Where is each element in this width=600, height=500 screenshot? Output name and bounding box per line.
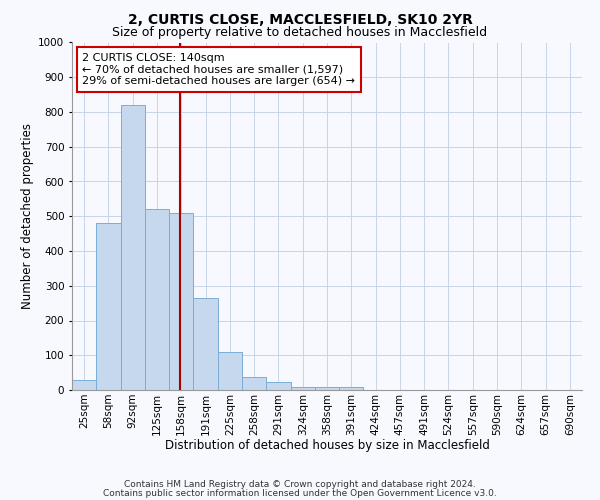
X-axis label: Distribution of detached houses by size in Macclesfield: Distribution of detached houses by size … (164, 439, 490, 452)
Text: 2 CURTIS CLOSE: 140sqm
← 70% of detached houses are smaller (1,597)
29% of semi-: 2 CURTIS CLOSE: 140sqm ← 70% of detached… (82, 53, 355, 86)
Bar (266, 382, 290, 390)
Bar (169, 213, 193, 390)
Bar (315, 387, 339, 390)
Text: Size of property relative to detached houses in Macclesfield: Size of property relative to detached ho… (112, 26, 488, 39)
Bar (218, 352, 242, 390)
Bar (96, 223, 121, 390)
Bar (121, 105, 145, 390)
Text: Contains public sector information licensed under the Open Government Licence v3: Contains public sector information licen… (103, 488, 497, 498)
Text: Contains HM Land Registry data © Crown copyright and database right 2024.: Contains HM Land Registry data © Crown c… (124, 480, 476, 489)
Text: 2, CURTIS CLOSE, MACCLESFIELD, SK10 2YR: 2, CURTIS CLOSE, MACCLESFIELD, SK10 2YR (128, 12, 472, 26)
Bar (339, 386, 364, 390)
Bar (290, 386, 315, 390)
Y-axis label: Number of detached properties: Number of detached properties (21, 123, 34, 309)
Bar (145, 210, 169, 390)
Bar (72, 380, 96, 390)
Bar (242, 377, 266, 390)
Bar (193, 298, 218, 390)
